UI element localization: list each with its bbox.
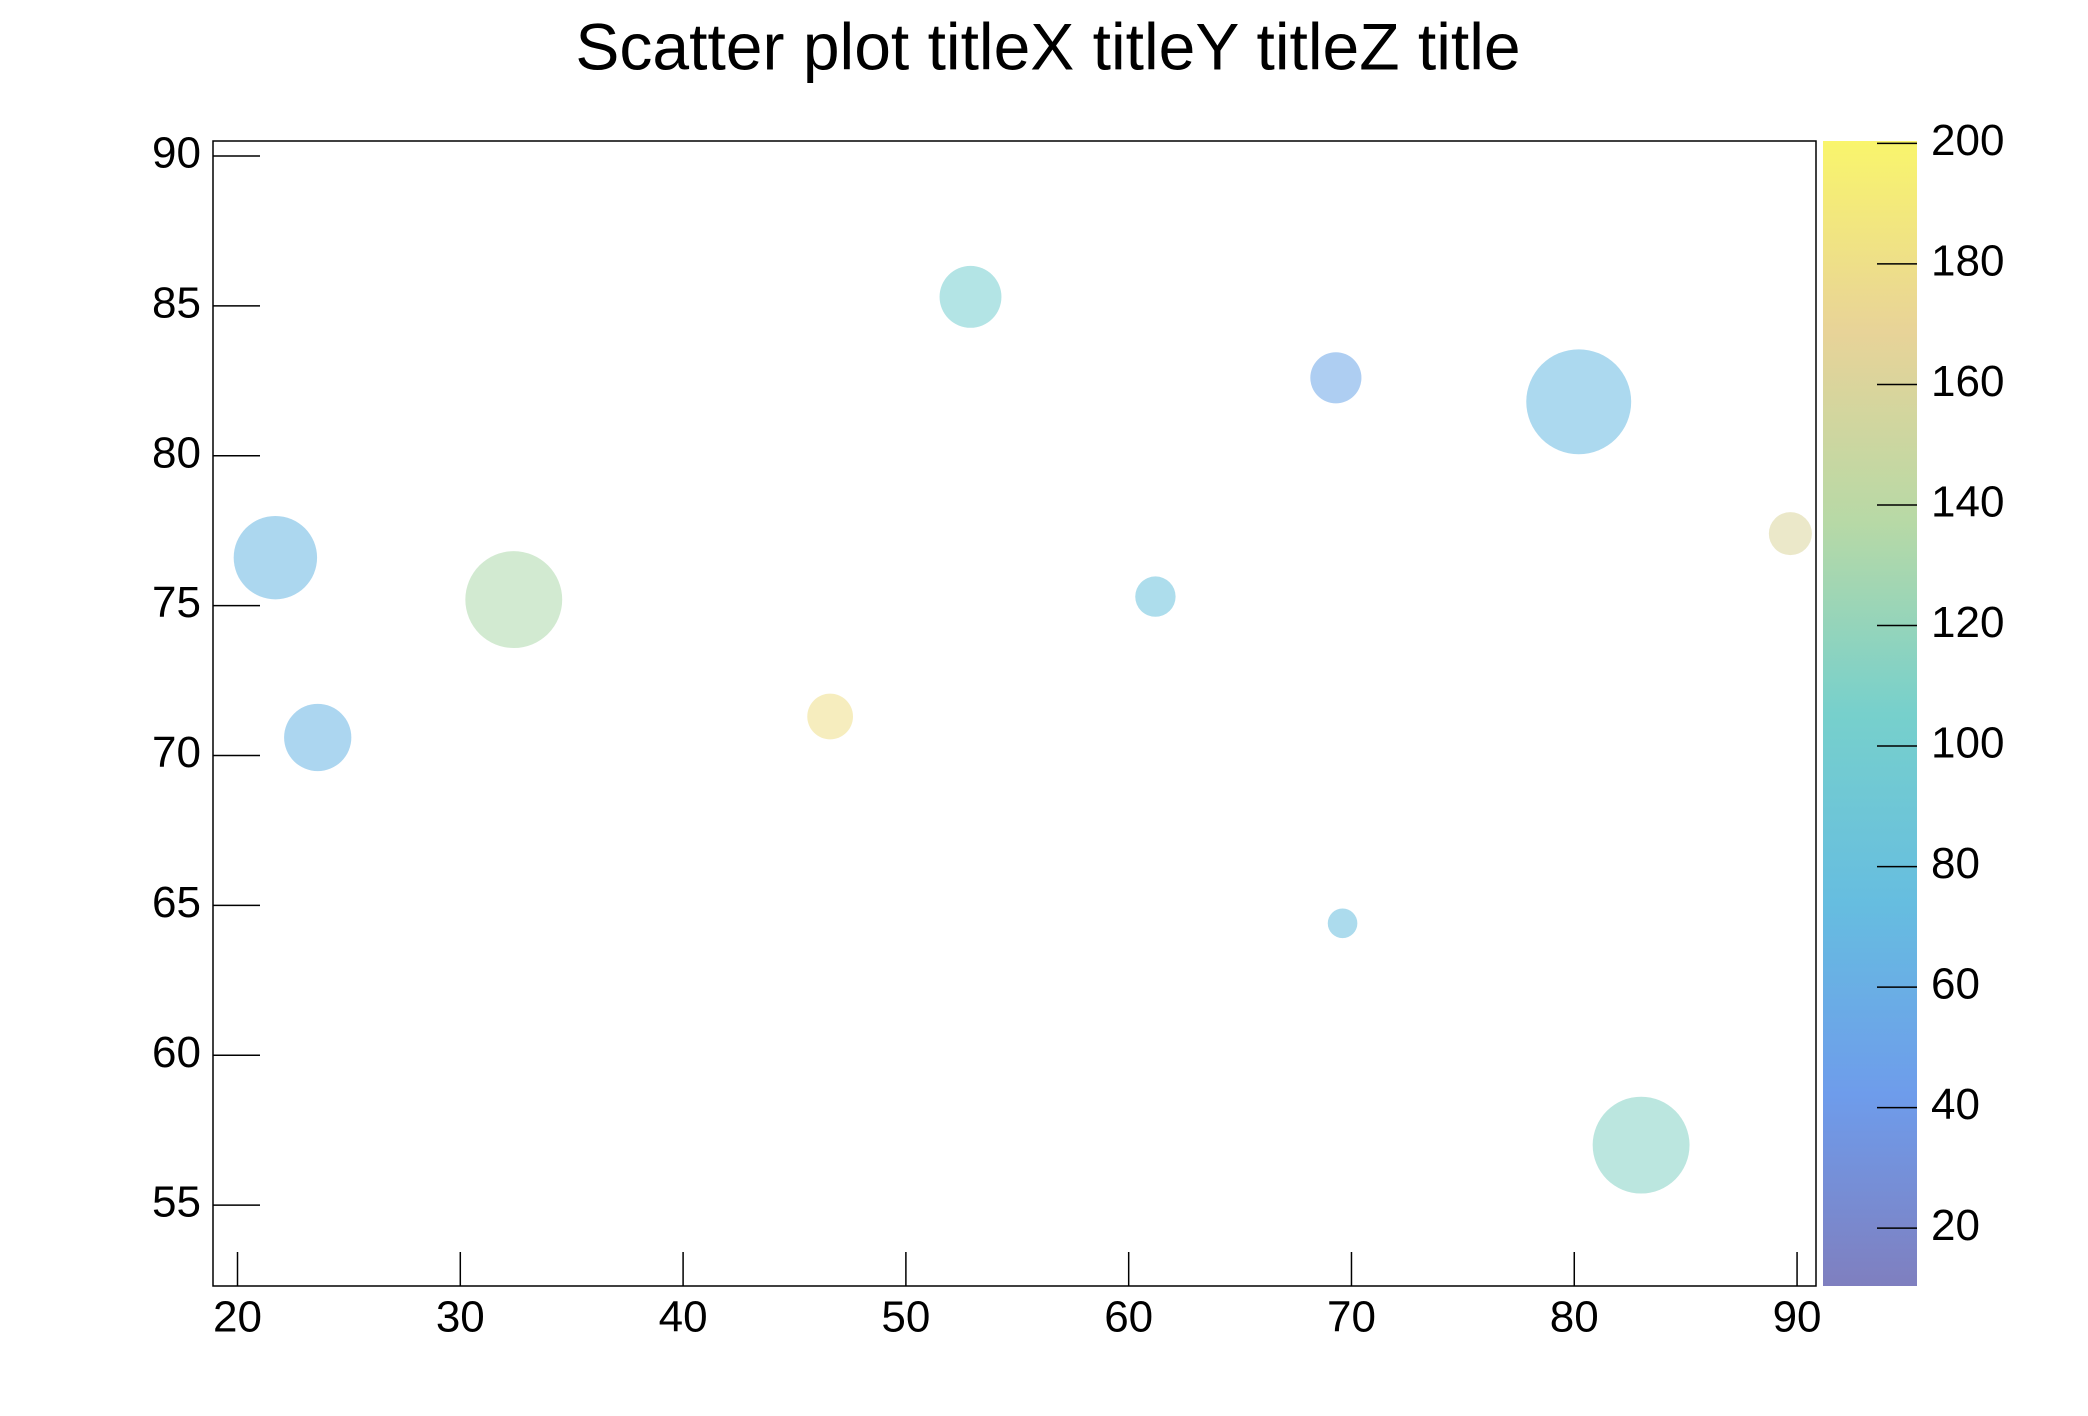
x-tick-label: 30	[436, 1293, 485, 1342]
z-tick-label: 140	[1931, 478, 2004, 527]
z-tick-label: 200	[1931, 116, 2004, 165]
point	[233, 515, 318, 600]
y-tick-label: 65	[152, 878, 201, 927]
point	[1768, 512, 1812, 556]
x-tick-label: 70	[1327, 1293, 1376, 1342]
point	[1135, 576, 1176, 617]
point	[1327, 908, 1358, 939]
z-tick-label: 180	[1931, 237, 2004, 286]
chart-title: Scatter plot titleX titleY titleZ title	[575, 9, 1520, 83]
point	[1310, 352, 1362, 404]
point	[939, 265, 1002, 328]
z-tick-label: 60	[1931, 960, 1980, 1009]
x-tick-label: 90	[1773, 1293, 1822, 1342]
y-tick-label: 85	[152, 278, 201, 327]
z-tick-label: 40	[1931, 1080, 1980, 1129]
color-bar	[1823, 141, 1917, 1286]
point	[465, 551, 563, 649]
x-tick-label: 50	[881, 1293, 930, 1342]
point	[284, 703, 352, 772]
z-tick-label: 120	[1931, 598, 2004, 647]
z-tick-label: 100	[1931, 719, 2004, 768]
x-tick-label: 40	[659, 1293, 708, 1342]
y-tick-label: 60	[152, 1028, 201, 1077]
y-tick-label: 90	[152, 129, 201, 178]
point	[1592, 1096, 1690, 1194]
point	[807, 693, 854, 740]
y-tick-label: 55	[152, 1178, 201, 1227]
x-tick-label: 20	[213, 1293, 262, 1342]
z-tick-label: 20	[1931, 1201, 1980, 1250]
plot-frame	[212, 140, 1817, 1287]
z-tick-label: 80	[1931, 839, 1980, 888]
y-tick-label: 70	[152, 728, 201, 777]
point	[1526, 349, 1632, 455]
y-tick-label: 75	[152, 578, 201, 627]
z-tick-label: 160	[1931, 357, 2004, 406]
x-tick-label: 80	[1550, 1293, 1599, 1342]
x-tick-label: 60	[1104, 1293, 1153, 1342]
y-tick-label: 80	[152, 428, 201, 477]
